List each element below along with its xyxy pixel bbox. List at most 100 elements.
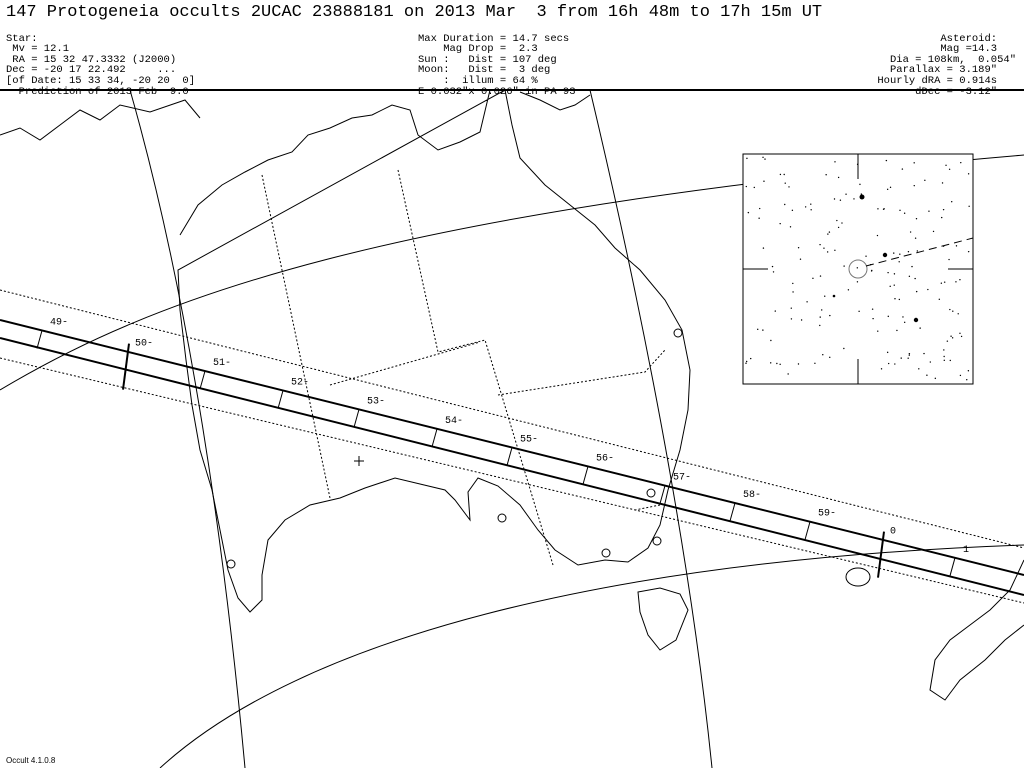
- star: [806, 301, 808, 303]
- star: [784, 203, 786, 206]
- star: [847, 289, 850, 291]
- star: [799, 258, 802, 260]
- star: [901, 168, 904, 170]
- time-tick: [353, 409, 360, 428]
- star: [790, 307, 792, 309]
- star: [893, 284, 895, 286]
- star: [753, 186, 755, 189]
- star: [959, 332, 961, 334]
- star: [779, 222, 781, 225]
- star: [762, 247, 765, 249]
- star: [789, 226, 792, 228]
- star: [757, 328, 759, 331]
- star: [967, 250, 970, 253]
- star: [828, 231, 831, 233]
- star: [928, 210, 930, 212]
- time-label: 0: [890, 527, 896, 538]
- star: [919, 327, 921, 329]
- star: [771, 265, 774, 268]
- star: [968, 205, 970, 207]
- star: [885, 159, 888, 162]
- star: [949, 308, 951, 311]
- star: [948, 258, 950, 261]
- event-line: Max Duration = 14.7 secs: [418, 32, 570, 45]
- star: [843, 347, 845, 350]
- site-marker: [601, 548, 611, 558]
- site-marker: [497, 513, 507, 523]
- star: [829, 356, 831, 359]
- bright-star: [882, 252, 888, 258]
- star: [938, 298, 941, 300]
- state-borders: [261, 169, 666, 566]
- star: [934, 377, 937, 380]
- time-label: 55-: [520, 435, 538, 446]
- time-tick: [431, 428, 438, 447]
- star: [814, 362, 816, 364]
- event-line: E 0.032"x 0.026" in PA 93: [418, 85, 576, 98]
- star: [792, 282, 794, 285]
- star: [747, 211, 750, 214]
- site-marker: [226, 559, 236, 569]
- star: [967, 370, 970, 372]
- star: [903, 212, 906, 214]
- asteroid-line: Asteroid:: [940, 32, 1016, 45]
- event-line: Mag Drop = 2.3: [418, 43, 538, 56]
- star: [784, 182, 786, 184]
- star: [804, 206, 807, 208]
- star: [856, 267, 859, 269]
- star-line: Mv = 12.1: [6, 43, 70, 56]
- star: [955, 245, 958, 247]
- star: [898, 298, 901, 301]
- time-ticks: [36, 330, 956, 578]
- target-star-circle: [848, 259, 868, 279]
- asteroid-line: Mag =14.3: [940, 43, 1016, 56]
- star: [759, 207, 761, 210]
- asteroid-line: Parallax = 3.189": [889, 64, 1016, 77]
- star-line: Dec = -20 17 22.492 ...: [6, 64, 177, 77]
- time-tick: [199, 370, 206, 390]
- star: [843, 265, 845, 267]
- star: [810, 203, 812, 205]
- star: [923, 352, 925, 355]
- star: [893, 273, 896, 275]
- star: [900, 357, 902, 359]
- time-label: 49-: [50, 317, 68, 328]
- star: [791, 209, 794, 212]
- star: [916, 250, 919, 252]
- meridian-right: [589, 89, 713, 768]
- asteroid-track: [865, 237, 974, 267]
- star: [822, 354, 824, 356]
- time-label: 56-: [596, 453, 614, 464]
- star: [889, 186, 892, 189]
- meridian-left: [129, 89, 246, 768]
- star: [841, 222, 843, 224]
- event-line: : illum = 64 %: [418, 74, 538, 87]
- star: [800, 319, 803, 321]
- time-label: 58-: [743, 490, 761, 501]
- australia-coastline: [177, 89, 691, 613]
- star: [894, 363, 896, 365]
- moon-marker: [845, 567, 871, 587]
- time-tick: [949, 557, 956, 576]
- star: [745, 185, 747, 188]
- star: [908, 275, 911, 278]
- star: [746, 157, 748, 160]
- site-marker: [646, 488, 656, 498]
- star: [927, 288, 929, 291]
- site-cross-icon: [354, 456, 364, 466]
- star: [924, 179, 926, 182]
- star: [951, 337, 954, 339]
- star: [915, 290, 918, 293]
- star: [770, 339, 772, 342]
- star: [949, 359, 951, 362]
- star: [824, 295, 826, 297]
- star: [823, 247, 825, 249]
- star: [845, 193, 847, 195]
- star: [837, 226, 840, 229]
- star: [877, 330, 879, 332]
- star: [908, 354, 910, 356]
- page-title: 147 Protogeneia occults 2UCAC 23888181 o…: [6, 3, 823, 22]
- asteroid-line: dDec = -3.12": [915, 85, 1016, 98]
- time-tick: [804, 521, 811, 540]
- time-label: 54-: [445, 416, 463, 427]
